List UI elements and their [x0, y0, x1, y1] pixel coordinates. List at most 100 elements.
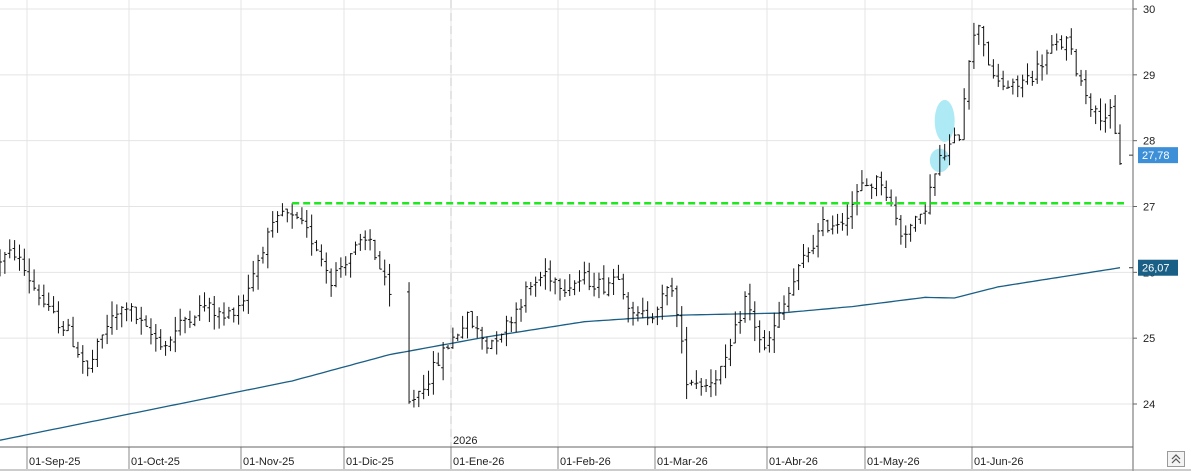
highlight-ellipse — [934, 99, 955, 142]
ohlc-bar — [650, 313, 655, 324]
grid-lines — [0, 0, 1133, 447]
ohlc-bar — [168, 336, 173, 352]
ohlc-bar — [791, 268, 796, 296]
ohlc-bar — [611, 268, 616, 296]
ohlc-bar — [704, 379, 709, 393]
collapse-icon — [1171, 454, 1181, 464]
ohlc-bar — [163, 340, 168, 356]
x-tick-label: 01-Dic-25 — [346, 456, 394, 468]
ohlc-bar — [635, 306, 640, 322]
ohlc-bar — [918, 213, 923, 224]
ohlc-bar — [178, 308, 183, 336]
ohlc-bar — [1113, 95, 1118, 135]
ohlc-bar — [114, 304, 119, 330]
x-tick-label: 01-Oct-25 — [131, 456, 180, 468]
ohlc-bar — [1010, 78, 1015, 95]
ohlc-bar — [947, 134, 952, 166]
ohlc-bar — [1020, 74, 1025, 98]
ohlc-bar — [626, 292, 631, 323]
ohlc-bar — [290, 203, 295, 229]
ohlc-bar — [830, 215, 835, 235]
ohlc-bar — [90, 349, 95, 373]
ohlc-bar — [533, 276, 538, 297]
ohlc-bar — [51, 296, 56, 314]
ohlc-bar — [334, 262, 338, 288]
ohlc-bar — [173, 316, 178, 353]
ohlc-bar — [1001, 70, 1006, 91]
ohlc-bar — [260, 246, 265, 264]
ohlc-bar — [105, 314, 110, 345]
ohlc-bar — [61, 321, 66, 337]
ohlc-bar — [553, 277, 558, 295]
y-tick-label: 28 — [1143, 136, 1155, 148]
ohlc-bar — [689, 379, 694, 386]
ohlc-bar — [962, 88, 967, 141]
ohlc-bar — [655, 306, 660, 326]
ohlc-bar — [869, 183, 874, 199]
price-bars — [0, 22, 1122, 408]
ohlc-bar — [747, 283, 752, 321]
ohlc-bar — [7, 239, 12, 259]
ohlc-bar — [387, 263, 392, 307]
ohlc-bar — [1015, 75, 1020, 98]
collapse-button[interactable] — [1167, 451, 1185, 467]
ohlc-bar — [684, 326, 689, 400]
ohlc-bar — [426, 370, 431, 396]
ohlc-bar — [509, 316, 514, 333]
ohlc-bar — [377, 251, 382, 270]
ohlc-bar — [256, 254, 261, 290]
ohlc-bar — [981, 25, 986, 57]
moving-average-line — [0, 267, 1121, 441]
x-tick-label: 01-Ene-26 — [453, 456, 504, 468]
ohlc-bar — [587, 262, 592, 291]
ohlc-bar — [275, 211, 280, 233]
ohlc-bar — [1059, 35, 1064, 50]
ohlc-bar — [416, 390, 421, 408]
ohlc-bar — [708, 369, 713, 398]
ohlc-bar — [967, 60, 972, 110]
x-tick-label: 01-May-26 — [867, 456, 920, 468]
ohlc-bar — [139, 306, 144, 335]
ohlc-bar — [713, 370, 718, 396]
ohlc-bar — [1098, 98, 1103, 131]
ohlc-bar — [489, 339, 494, 350]
ohlc-bar — [913, 215, 918, 232]
ohlc-bar — [1069, 28, 1074, 55]
ohlc-bar — [251, 260, 256, 292]
ohlc-bar — [816, 223, 821, 258]
y-tick-label: 24 — [1143, 399, 1155, 411]
ohlc-bar — [436, 352, 441, 367]
ohlc-bar — [660, 284, 665, 320]
ohlc-bar — [187, 310, 192, 328]
ohlc-bar — [226, 306, 231, 320]
ohlc-bar — [645, 301, 650, 326]
ohlc-bar — [280, 203, 285, 217]
ohlc-bar — [562, 279, 567, 297]
ohlc-bar — [752, 301, 757, 342]
ohlc-bar — [942, 143, 947, 161]
ohlc-bar — [270, 211, 275, 238]
ohlc-bar — [66, 318, 71, 332]
y-tick-label: 30 — [1143, 4, 1155, 16]
moving-average-badge — [1138, 259, 1178, 276]
ohlc-bar — [285, 208, 290, 223]
highlight-layer — [929, 99, 955, 173]
y-tick-label: 25 — [1143, 333, 1155, 345]
x-tick-label: 01-Abr-26 — [769, 456, 818, 468]
ohlc-bar — [777, 301, 782, 328]
ohlc-bar — [12, 240, 17, 261]
ohlc-bar — [864, 178, 869, 187]
ohlc-bar — [957, 134, 962, 142]
ohlc-bar — [460, 315, 465, 339]
ohlc-bar — [621, 273, 626, 300]
ohlc-bar — [129, 303, 134, 322]
ohlc-bar — [197, 295, 202, 321]
ohlc-bar — [202, 292, 207, 312]
ohlc-bar — [971, 22, 976, 69]
ohlc-bar — [840, 212, 845, 231]
ohlc-bar — [295, 211, 300, 220]
ohlc-bar — [1044, 49, 1049, 75]
ohlc-bar — [475, 315, 480, 339]
x-axis-labels: 01-Sep-25 01-Oct-25 01-Nov-25 01-Dic-25 01-E… — [29, 435, 1024, 468]
ohlc-bar — [363, 230, 368, 251]
